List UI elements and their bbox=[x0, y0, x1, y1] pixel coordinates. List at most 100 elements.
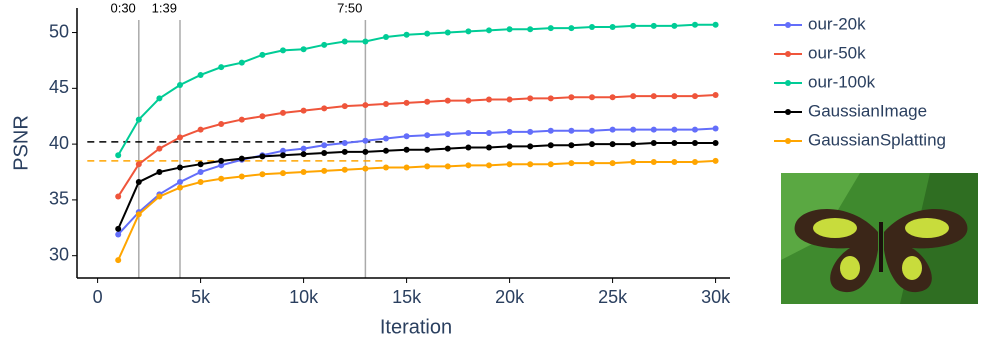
point bbox=[362, 165, 369, 172]
point bbox=[650, 22, 657, 29]
point bbox=[300, 46, 307, 53]
point bbox=[588, 23, 595, 30]
point bbox=[444, 145, 451, 152]
butterfly-image bbox=[781, 173, 978, 304]
point bbox=[176, 164, 183, 171]
point bbox=[238, 155, 245, 162]
point bbox=[712, 21, 719, 28]
point bbox=[671, 140, 678, 146]
point bbox=[444, 29, 451, 36]
series-line bbox=[117, 142, 716, 230]
reference-label: 1:39 bbox=[152, 0, 177, 15]
point bbox=[156, 145, 163, 152]
point bbox=[238, 116, 245, 123]
point bbox=[279, 47, 286, 54]
point bbox=[609, 160, 616, 167]
point bbox=[465, 28, 472, 35]
point bbox=[712, 140, 719, 146]
point bbox=[444, 131, 451, 138]
y-tick-label: 45 bbox=[49, 77, 69, 97]
point bbox=[650, 126, 657, 133]
point bbox=[238, 59, 245, 66]
point bbox=[176, 184, 183, 191]
legend-marker bbox=[785, 109, 791, 115]
point bbox=[424, 146, 431, 153]
legend-label: GaussianSplatting bbox=[808, 130, 946, 149]
point bbox=[609, 141, 616, 148]
point bbox=[691, 158, 698, 165]
point bbox=[382, 147, 389, 154]
point bbox=[300, 151, 307, 158]
point bbox=[341, 140, 348, 146]
point bbox=[465, 129, 472, 136]
legend-marker bbox=[785, 51, 791, 57]
point bbox=[527, 26, 534, 33]
point bbox=[588, 141, 595, 148]
point bbox=[403, 99, 410, 106]
point bbox=[568, 94, 575, 101]
point bbox=[259, 51, 266, 58]
legend-label: GaussianImage bbox=[808, 101, 927, 120]
point bbox=[279, 147, 286, 154]
point bbox=[568, 25, 575, 32]
point bbox=[588, 127, 595, 134]
point bbox=[527, 161, 534, 168]
point bbox=[300, 145, 307, 152]
point bbox=[176, 81, 183, 88]
point bbox=[218, 121, 225, 128]
point bbox=[218, 64, 225, 71]
point bbox=[279, 152, 286, 159]
point bbox=[568, 127, 575, 134]
x-tick-label: 30k bbox=[701, 287, 731, 307]
point bbox=[506, 26, 513, 33]
series-line bbox=[117, 23, 716, 156]
point bbox=[197, 169, 204, 176]
point bbox=[444, 163, 451, 170]
x-tick-label: 0 bbox=[93, 287, 103, 307]
y-tick-label: 40 bbox=[49, 133, 69, 153]
reference-label: 7:50 bbox=[337, 0, 362, 15]
point bbox=[650, 158, 657, 165]
point bbox=[341, 166, 348, 173]
point bbox=[300, 107, 307, 114]
y-tick-label: 30 bbox=[49, 244, 69, 264]
point bbox=[527, 128, 534, 135]
point bbox=[382, 164, 389, 171]
point bbox=[691, 93, 698, 100]
point bbox=[547, 127, 554, 134]
point bbox=[321, 142, 328, 149]
point bbox=[424, 98, 431, 105]
point bbox=[362, 137, 369, 144]
x-axis-title: Iteration bbox=[380, 316, 452, 338]
y-tick-label: 35 bbox=[49, 189, 69, 209]
legend-marker bbox=[785, 138, 791, 144]
point bbox=[712, 157, 719, 164]
point bbox=[630, 126, 637, 133]
point bbox=[218, 162, 225, 169]
point bbox=[712, 92, 719, 99]
point bbox=[424, 163, 431, 170]
point bbox=[176, 179, 183, 186]
point bbox=[403, 164, 410, 171]
point bbox=[506, 128, 513, 135]
point bbox=[403, 133, 410, 140]
x-tick-label: 15k bbox=[392, 287, 422, 307]
point bbox=[630, 22, 637, 29]
point bbox=[568, 160, 575, 167]
point bbox=[547, 142, 554, 149]
series-line bbox=[117, 159, 716, 261]
point bbox=[197, 71, 204, 78]
point bbox=[321, 167, 328, 174]
point bbox=[506, 143, 513, 150]
point bbox=[403, 146, 410, 153]
point bbox=[341, 38, 348, 45]
point bbox=[197, 126, 204, 133]
point bbox=[424, 30, 431, 37]
point bbox=[321, 150, 328, 157]
point bbox=[485, 144, 492, 151]
point bbox=[547, 95, 554, 102]
point bbox=[218, 175, 225, 182]
point bbox=[671, 93, 678, 100]
legend-marker bbox=[785, 22, 791, 28]
